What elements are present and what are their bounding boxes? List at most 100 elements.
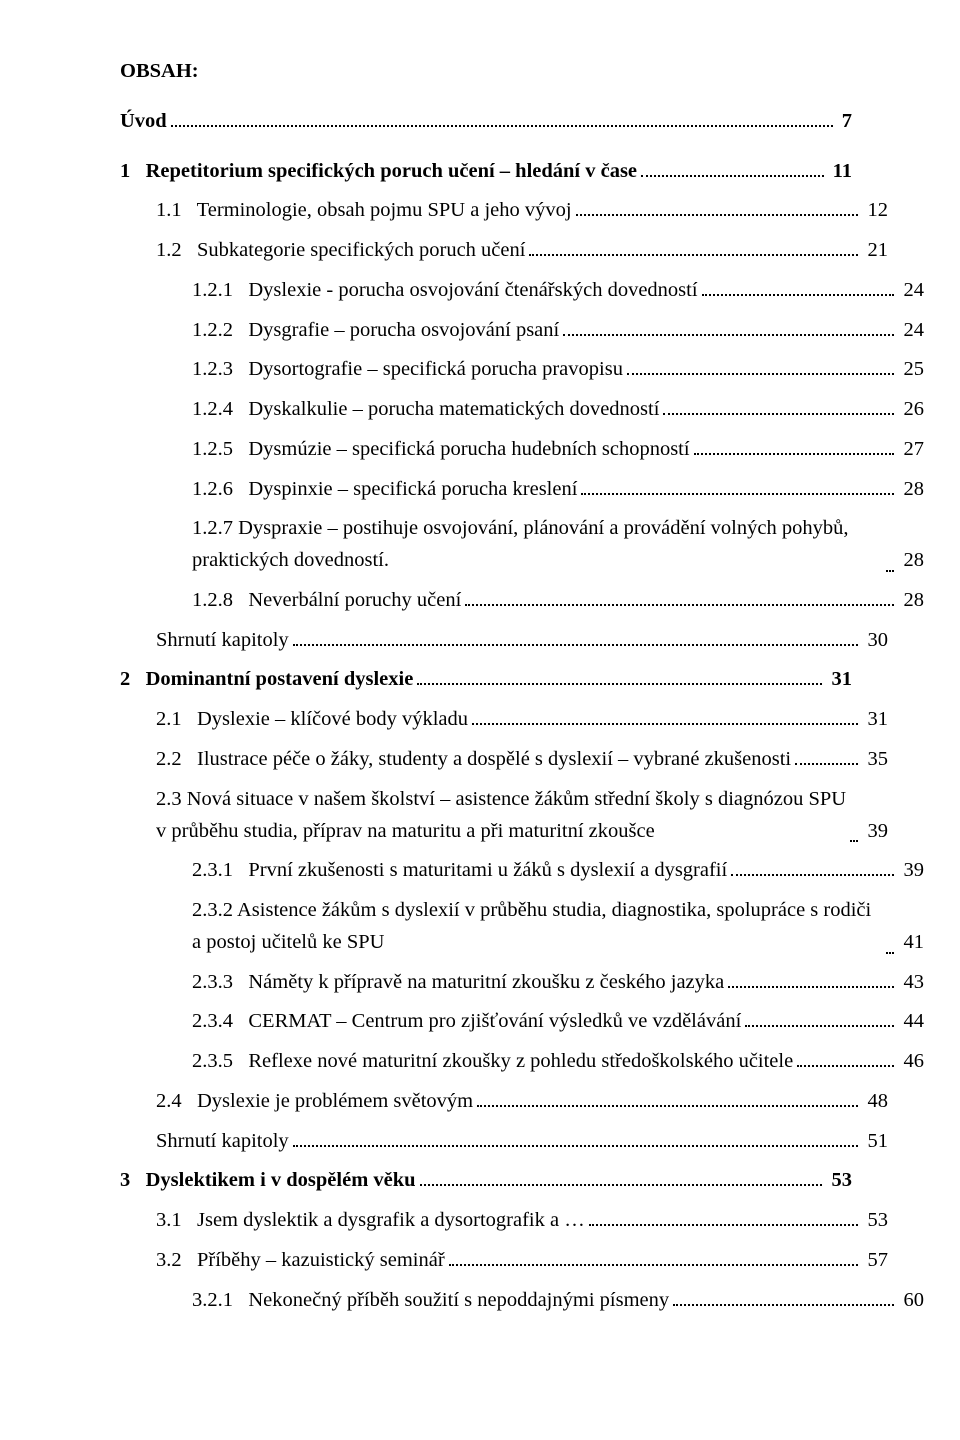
toc-entry: 2.3.2 Asistence žákům s dyslexií v průbě… [120, 895, 924, 959]
toc-entry-page: 30 [862, 625, 888, 657]
toc-entry-label: 2.1 Dyslexie – klíčové body výkladu [156, 704, 468, 736]
toc-entry: 3 Dyslektikem i v dospělém věku 53 [120, 1165, 852, 1197]
toc-leader-dots [627, 373, 894, 375]
toc-entry-page: 7 [837, 106, 852, 138]
toc-entry: 2 Dominantní postavení dyslexie 31 [120, 664, 852, 696]
toc-leader-dots [850, 840, 858, 842]
toc-leader-dots [745, 1025, 894, 1027]
toc-entry-label: 2.3 Nová situace v našem školství – asis… [156, 784, 846, 848]
toc-leader-dots [797, 1065, 894, 1067]
toc-entry-page: 53 [862, 1205, 888, 1237]
toc-entry-page: 35 [862, 744, 888, 776]
toc-leader-dots [581, 493, 894, 495]
toc-entry: 2.3.4 CERMAT – Centrum pro zjišťování vý… [120, 1006, 924, 1038]
toc-entry-page: 46 [898, 1046, 924, 1078]
toc-entry-page: 43 [898, 967, 924, 999]
toc-leader-dots [417, 683, 822, 685]
toc-leader-dots [694, 453, 895, 455]
toc-entry-label: 3.2.1 Nekonečný příběh soužití s nepodda… [192, 1285, 669, 1317]
toc-leader-dots [728, 986, 894, 988]
toc-leader-dots [886, 952, 894, 954]
toc-entry: 2.2 Ilustrace péče o žáky, studenty a do… [120, 744, 888, 776]
toc-entry-label: 1.2.4 Dyskalkulie – porucha matematickýc… [192, 394, 659, 426]
toc-leader-dots [886, 570, 894, 572]
toc-leader-dots [171, 125, 833, 127]
toc-entry: 1.2.4 Dyskalkulie – porucha matematickýc… [120, 394, 924, 426]
toc-entry: 2.3.1 První zkušenosti s maturitami u žá… [120, 855, 924, 887]
toc-entry-page: 31 [826, 664, 852, 696]
toc-entry-page: 57 [862, 1245, 888, 1277]
toc-entry: 1.2.1 Dyslexie - porucha osvojování čten… [120, 275, 924, 307]
toc-entry-page: 53 [826, 1165, 852, 1197]
toc-entry-label: 2.3.4 CERMAT – Centrum pro zjišťování vý… [192, 1006, 741, 1038]
toc-entry-label: 3.2 Příběhy – kazuistický seminář [156, 1245, 445, 1277]
toc-entry-label: 2.4 Dyslexie je problémem světovým [156, 1086, 473, 1118]
toc-entry-page: 26 [898, 394, 924, 426]
toc-entry: 2.1 Dyslexie – klíčové body výkladu 31 [120, 704, 888, 736]
toc-leader-dots [420, 1184, 823, 1186]
toc-entry: 1.2.3 Dysortografie – specifická porucha… [120, 354, 924, 386]
toc-entry-page: 51 [862, 1126, 888, 1158]
toc-entry-page: 24 [898, 275, 924, 307]
toc-entry: Shrnutí kapitoly 30 [120, 625, 888, 657]
toc-leader-dots [641, 175, 823, 177]
toc-entry-label: 1.2.7 Dyspraxie – postihuje osvojování, … [192, 513, 882, 577]
toc-entry-label: Shrnutí kapitoly [156, 625, 289, 657]
toc-entry: 3.1 Jsem dyslektik a dysgrafik a dysorto… [120, 1205, 888, 1237]
toc-leader-dots [293, 1145, 859, 1147]
toc-entry-label: 1.1 Terminologie, obsah pojmu SPU a jeho… [156, 195, 572, 227]
toc-entry-page: 24 [898, 315, 924, 347]
toc-leader-dots [465, 604, 894, 606]
toc-leader-dots [702, 294, 895, 296]
toc-entry-label: 2.3.5 Reflexe nové maturitní zkoušky z p… [192, 1046, 793, 1078]
toc-entry: 2.3.3 Náměty k přípravě na maturitní zko… [120, 967, 924, 999]
toc-entry: 1.2.2 Dysgrafie – porucha osvojování psa… [120, 315, 924, 347]
toc-leader-dots [731, 874, 894, 876]
toc-entry: 2.3.5 Reflexe nové maturitní zkoušky z p… [120, 1046, 924, 1078]
toc-leader-dots [293, 644, 859, 646]
toc-entry-label: Shrnutí kapitoly [156, 1126, 289, 1158]
toc-entry: 2.3 Nová situace v našem školství – asis… [120, 784, 888, 848]
toc-entry: 1 Repetitorium specifických poruch učení… [120, 156, 852, 188]
toc-entry-label: 1.2.5 Dysmúzie – specifická porucha hude… [192, 434, 690, 466]
toc-entry-page: 12 [862, 195, 888, 227]
toc-entry-label: 1.2.1 Dyslexie - porucha osvojování čten… [192, 275, 698, 307]
toc-list: Úvod 7 1 Repetitorium specifických poruch… [120, 106, 852, 1317]
toc-leader-dots [449, 1264, 859, 1266]
toc-entry: 1.2.8 Neverbální poruchy učení 28 [120, 585, 924, 617]
toc-entry-page: 21 [862, 235, 888, 267]
toc-entry-page: 11 [828, 156, 853, 188]
toc-entry: 3.2 Příběhy – kazuistický seminář 57 [120, 1245, 888, 1277]
toc-entry: 1.2.7 Dyspraxie – postihuje osvojování, … [120, 513, 924, 577]
toc-entry-label: 1.2 Subkategorie specifických poruch uče… [156, 235, 525, 267]
toc-entry: 1.2 Subkategorie specifických poruch uče… [120, 235, 888, 267]
toc-entry-page: 60 [898, 1285, 924, 1317]
toc-entry: Shrnutí kapitoly 51 [120, 1126, 888, 1158]
toc-entry-page: 28 [898, 545, 924, 577]
toc-entry: 2.4 Dyslexie je problémem světovým 48 [120, 1086, 888, 1118]
toc-entry-label: 2.3.3 Náměty k přípravě na maturitní zko… [192, 967, 724, 999]
toc-entry-page: 39 [862, 816, 888, 848]
toc-entry-label: 1.2.8 Neverbální poruchy učení [192, 585, 461, 617]
toc-entry: Úvod 7 [120, 106, 852, 138]
toc-entry-page: 25 [898, 354, 924, 386]
toc-leader-dots [576, 214, 859, 216]
toc-entry-page: 28 [898, 585, 924, 617]
toc-entry-label: 2.2 Ilustrace péče o žáky, studenty a do… [156, 744, 791, 776]
toc-leader-dots [477, 1105, 858, 1107]
toc-entry-label: 1.2.2 Dysgrafie – porucha osvojování psa… [192, 315, 559, 347]
toc-entry-label: 1 Repetitorium specifických poruch učení… [120, 156, 637, 188]
toc-leader-dots [472, 723, 858, 725]
toc-entry: 3.2.1 Nekonečný příběh soužití s nepodda… [120, 1285, 924, 1317]
toc-heading: OBSAH: [120, 56, 852, 88]
toc-leader-dots [663, 413, 894, 415]
toc-entry-label: 2 Dominantní postavení dyslexie [120, 664, 413, 696]
toc-entry-page: 41 [898, 927, 924, 959]
toc-entry-label: 2.3.2 Asistence žákům s dyslexií v průbě… [192, 895, 882, 959]
toc-entry-page: 27 [898, 434, 924, 466]
toc-entry-page: 28 [898, 474, 924, 506]
toc-entry-label: Úvod [120, 106, 167, 138]
toc-leader-dots [529, 254, 858, 256]
toc-entry-page: 31 [862, 704, 888, 736]
toc-entry-label: 2.3.1 První zkušenosti s maturitami u žá… [192, 855, 727, 887]
